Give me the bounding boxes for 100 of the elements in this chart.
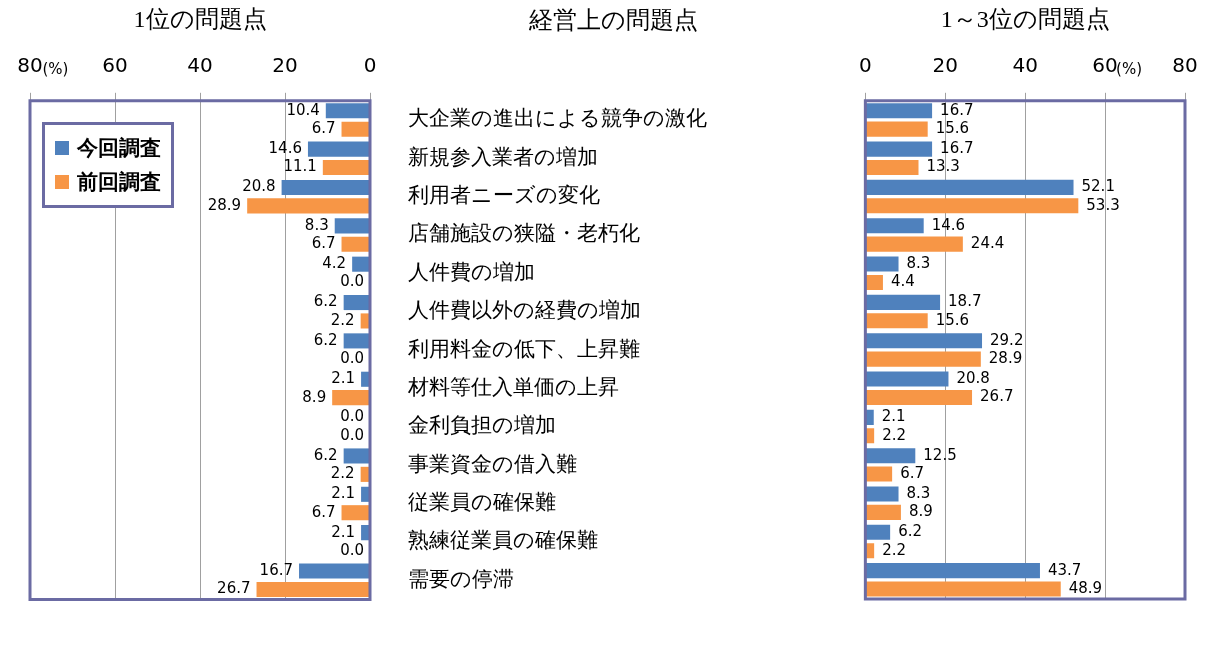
data-label: 20.8 [956,368,990,387]
data-label: 6.2 [898,522,922,541]
data-label: 2.2 [882,540,907,559]
bar [307,141,370,157]
y-tick-label: 利用料金の低下、上昇難 [408,336,640,361]
bar [865,563,1040,579]
bar [865,448,916,464]
data-label: 6.7 [311,119,336,138]
data-label: 13.3 [926,157,960,176]
data-label: 10.4 [286,100,320,119]
bar [343,448,370,464]
bar [865,198,1079,214]
data-label: 16.7 [259,560,294,579]
data-label: 8.9 [908,502,933,521]
x-tick-label: 80 [1172,53,1198,77]
data-label: 6.2 [313,330,338,349]
data-label: 0.0 [340,349,364,368]
x-tick-label: 20 [272,53,298,77]
bar [865,351,981,367]
data-label: 29.2 [990,330,1024,349]
bar [343,333,370,349]
data-label: 0.0 [340,540,364,559]
data-label: 8.9 [302,387,327,406]
bar [360,313,370,329]
bar [865,504,901,520]
bar [865,274,883,290]
data-label: 18.7 [948,292,982,311]
bar [343,294,370,311]
text: (%) [42,59,69,78]
data-label: 53.3 [1086,195,1120,214]
bar [332,390,370,406]
bar [865,236,963,252]
x-tick-label: 0 [363,53,377,77]
y-tick-label: 熟練従業員の確保難 [408,528,598,553]
data-label: 15.6 [935,310,970,329]
x-tick-label: 40 [1012,53,1038,77]
bar [247,198,370,214]
bar [360,466,370,482]
data-label: 0.0 [340,407,364,426]
data-label: 6.7 [311,234,336,253]
bar [361,525,370,541]
bar [865,486,899,502]
y-tick-label: 利用者ニーズの変化 [408,183,600,208]
bar [341,505,370,521]
y-tick-label: 人件費以外の経費の増加 [408,298,641,323]
y-axis-title: 経営上の問題点 [527,7,698,34]
bar [341,236,370,252]
chart-title: 1～3位の問題点 [940,5,1110,32]
data-label: 6.7 [900,463,924,482]
data-label: 11.1 [283,157,317,176]
bar [299,563,370,579]
x-tick-label: 40 [187,53,213,77]
data-label: 26.7 [980,387,1014,406]
bar [865,313,928,329]
data-label: 28.9 [207,195,242,214]
data-label: 4.4 [890,272,915,291]
data-label: 4.2 [322,254,347,273]
y-tick-label: 人件費の増加 [408,259,535,284]
chart-title: 1位の問題点 [133,5,267,32]
bar [865,294,941,310]
data-label: 15.6 [935,119,970,138]
bar [334,218,370,234]
bar [865,256,899,272]
data-label: 0.0 [340,272,364,291]
bar [865,103,933,119]
data-label: 6.7 [311,502,336,521]
y-tick-label: 材料等仕入単価の上昇 [407,374,619,399]
data-label: 2.2 [330,464,355,483]
data-label: 8.3 [906,483,931,502]
data-label: 8.3 [906,253,931,272]
bar [322,159,370,176]
x-tick-label: 0 [859,53,872,77]
bar [865,524,891,540]
legend-label: 前回調査 [77,169,161,196]
data-label: 2.2 [882,425,907,444]
bar [341,121,370,137]
y-tick-label: 新規参入業者の増加 [408,144,598,169]
x-tick-label: 80 [17,53,43,77]
data-label: 26.7 [217,579,251,598]
data-label: 6.2 [313,292,338,311]
legend-label: 今回調査 [77,135,161,162]
bar [865,333,983,349]
bar [865,121,928,137]
bar [281,179,370,196]
y-tick-label: 大企業の進出による競争の激化 [408,106,707,131]
bar [361,371,370,387]
bar [865,141,933,157]
data-label: 20.8 [242,177,276,196]
bar [865,218,924,234]
bar [865,466,893,482]
data-label: 8.3 [304,215,329,234]
data-label: 2.2 [330,310,355,329]
text: (%) [1116,59,1143,78]
bar [352,256,370,272]
bar [325,103,370,119]
bar [865,159,919,176]
data-label: 16.7 [940,100,974,119]
y-tick-label: 需要の停滞 [408,566,514,591]
x-tick-label: 60 [102,53,128,77]
data-label: 14.6 [268,139,302,158]
